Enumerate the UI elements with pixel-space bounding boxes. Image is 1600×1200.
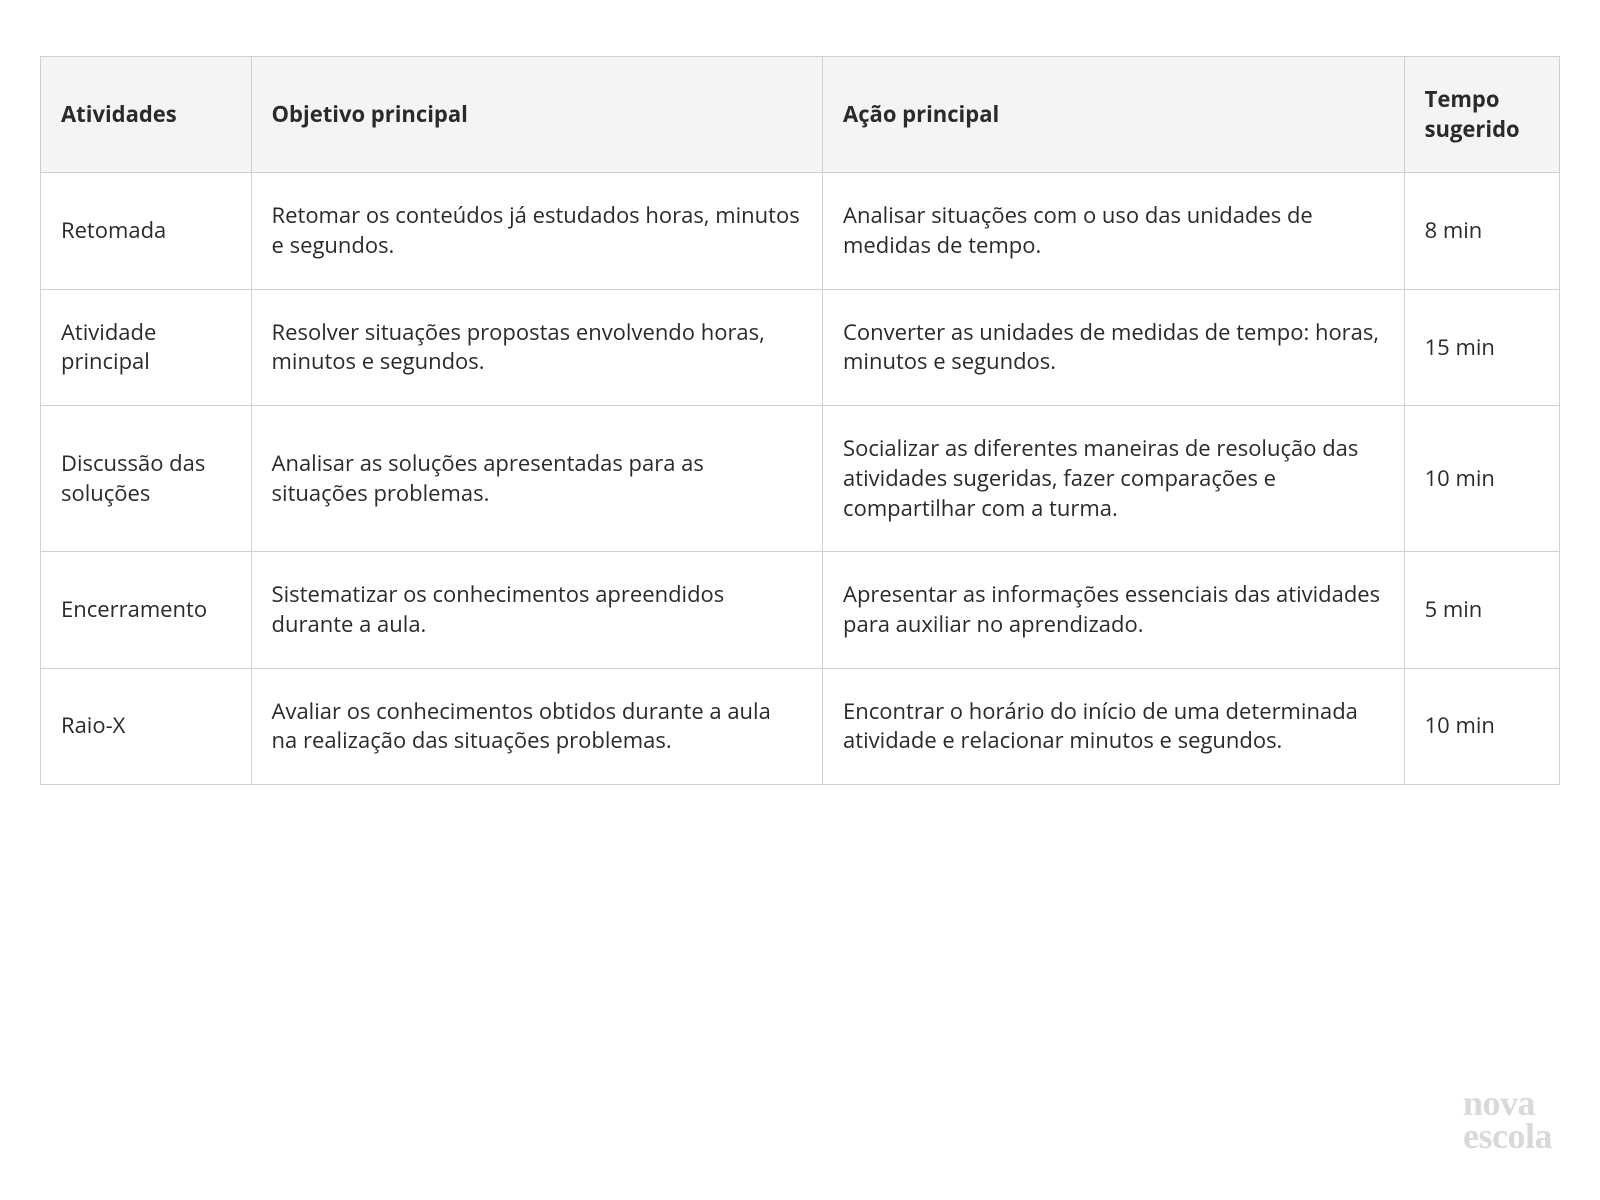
cell-acao: Analisar situações com o uso das unidade… [823, 173, 1405, 289]
cell-tempo: 8 min [1404, 173, 1559, 289]
table-header-row: Atividades Objetivo principal Ação princ… [41, 57, 1560, 173]
cell-atividades: Encerramento [41, 552, 252, 668]
cell-atividades: Raio-X [41, 668, 252, 784]
col-header-objetivo: Objetivo principal [251, 57, 823, 173]
cell-objetivo: Retomar os conteúdos já estudados horas,… [251, 173, 823, 289]
cell-atividades: Discussão das soluções [41, 406, 252, 552]
table-row: Atividade principal Resolver situações p… [41, 289, 1560, 405]
cell-acao: Encontrar o horário do início de uma det… [823, 668, 1405, 784]
brand-logo: nova escola [1463, 1087, 1552, 1152]
cell-objetivo: Analisar as soluções apresentadas para a… [251, 406, 823, 552]
cell-objetivo: Avaliar os conhecimentos obtidos durante… [251, 668, 823, 784]
cell-atividades: Retomada [41, 173, 252, 289]
col-header-atividades: Atividades [41, 57, 252, 173]
page: Atividades Objetivo principal Ação princ… [0, 0, 1600, 1200]
cell-tempo: 5 min [1404, 552, 1559, 668]
col-header-acao: Ação principal [823, 57, 1405, 173]
cell-acao: Apresentar as informações essenciais das… [823, 552, 1405, 668]
cell-objetivo: Sistematizar os conhecimentos apreendido… [251, 552, 823, 668]
brand-line-2: escola [1463, 1120, 1552, 1152]
cell-acao: Socializar as diferentes maneiras de res… [823, 406, 1405, 552]
cell-tempo: 10 min [1404, 406, 1559, 552]
table-row: Raio-X Avaliar os conhecimentos obtidos … [41, 668, 1560, 784]
cell-objetivo: Resolver situações propostas envolvendo … [251, 289, 823, 405]
cell-tempo: 10 min [1404, 668, 1559, 784]
cell-acao: Converter as unidades de medidas de temp… [823, 289, 1405, 405]
cell-atividades: Atividade principal [41, 289, 252, 405]
table-row: Retomada Retomar os conteúdos já estudad… [41, 173, 1560, 289]
col-header-tempo: Tempo sugerido [1404, 57, 1559, 173]
table-row: Discussão das soluções Analisar as soluç… [41, 406, 1560, 552]
table-row: Encerramento Sistematizar os conheciment… [41, 552, 1560, 668]
cell-tempo: 15 min [1404, 289, 1559, 405]
lesson-plan-table: Atividades Objetivo principal Ação princ… [40, 56, 1560, 785]
